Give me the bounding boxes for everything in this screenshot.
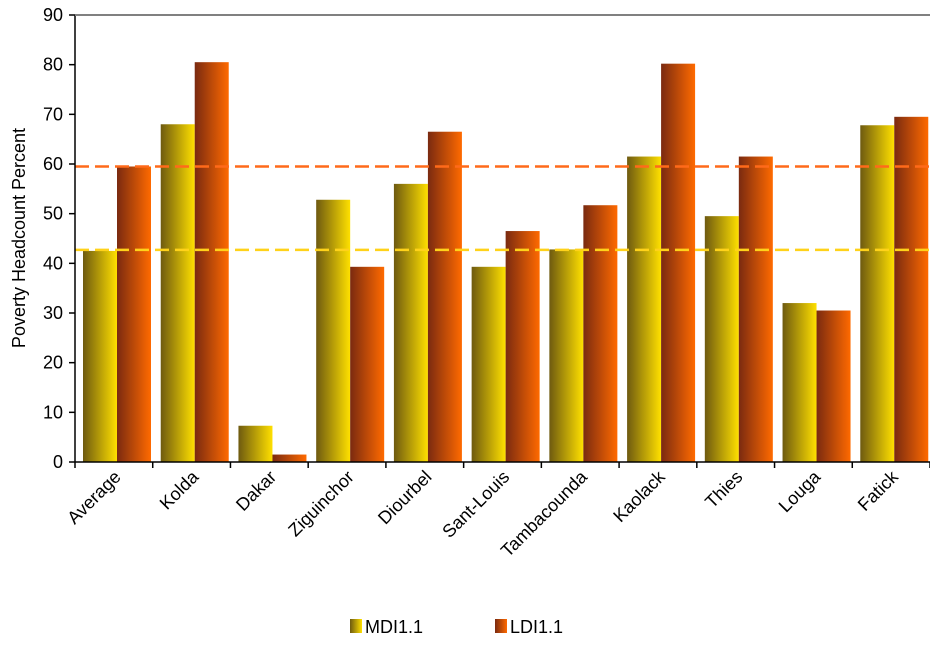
bar-LDI1.1-Sant-Louis (506, 231, 540, 462)
bar-MDI1.1-Diourbel (394, 184, 428, 462)
y-tick-label: 50 (43, 204, 63, 224)
bar-LDI1.1-Dakar (272, 455, 306, 462)
bar-LDI1.1-Louga (817, 311, 851, 462)
bar-MDI1.1-Thies (705, 216, 739, 462)
x-tick-label: Average (63, 467, 124, 528)
bar-MDI1.1-Tambacounda (549, 249, 583, 462)
legend: MDI1.1 LDI1.1 (350, 617, 563, 637)
y-tick-label: 0 (53, 452, 63, 472)
bar-MDI1.1-Average (83, 251, 117, 462)
y-tick-label: 90 (43, 5, 63, 25)
x-tick-label: Dakar (232, 467, 280, 515)
bar-MDI1.1-Kolda (161, 124, 195, 462)
bar-MDI1.1-Fatick (860, 125, 894, 462)
legend-label-MDI1.1: MDI1.1 (365, 617, 423, 637)
y-tick-label: 30 (43, 303, 63, 323)
legend-swatch-LDI1.1 (495, 619, 507, 633)
x-tick-label: Louga (775, 466, 825, 516)
bar-MDI1.1-Kaolack (627, 157, 661, 462)
x-tick-label: Kolda (156, 466, 203, 513)
bar-MDI1.1-Louga (783, 303, 817, 462)
bar-MDI1.1-Dakar (238, 426, 272, 462)
bar-LDI1.1-Fatick (894, 117, 928, 462)
x-tick-label: Thies (701, 467, 746, 512)
legend-swatch-MDI1.1 (350, 619, 362, 633)
bar-LDI1.1-Diourbel (428, 132, 462, 462)
y-tick-label: 40 (43, 253, 63, 273)
bar-MDI1.1-Sant-Louis (472, 267, 506, 462)
y-axis-label: Poverty Headcount Percent (9, 128, 29, 348)
bar-LDI1.1-Average (117, 166, 151, 462)
y-tick-label: 70 (43, 104, 63, 124)
legend-label-LDI1.1: LDI1.1 (510, 617, 563, 637)
y-tick-label: 80 (43, 55, 63, 75)
x-tick-label: Fatick (854, 466, 903, 515)
x-tick-label: Sant-Louis (438, 467, 513, 542)
x-tick-label: Diourbel (374, 467, 436, 529)
bar-LDI1.1-Kolda (195, 62, 229, 462)
y-tick-label: 10 (43, 402, 63, 422)
bar-MDI1.1-Ziguinchor (316, 200, 350, 462)
x-tick-label: Ziguinchor (284, 467, 358, 541)
bar-LDI1.1-Tambacounda (583, 205, 617, 462)
x-tick-label: Kaolack (609, 466, 669, 526)
bar-LDI1.1-Thies (739, 157, 773, 462)
bar-LDI1.1-Ziguinchor (350, 267, 384, 462)
y-tick-label: 60 (43, 154, 63, 174)
bar-LDI1.1-Kaolack (661, 64, 695, 462)
y-tick-label: 20 (43, 353, 63, 373)
